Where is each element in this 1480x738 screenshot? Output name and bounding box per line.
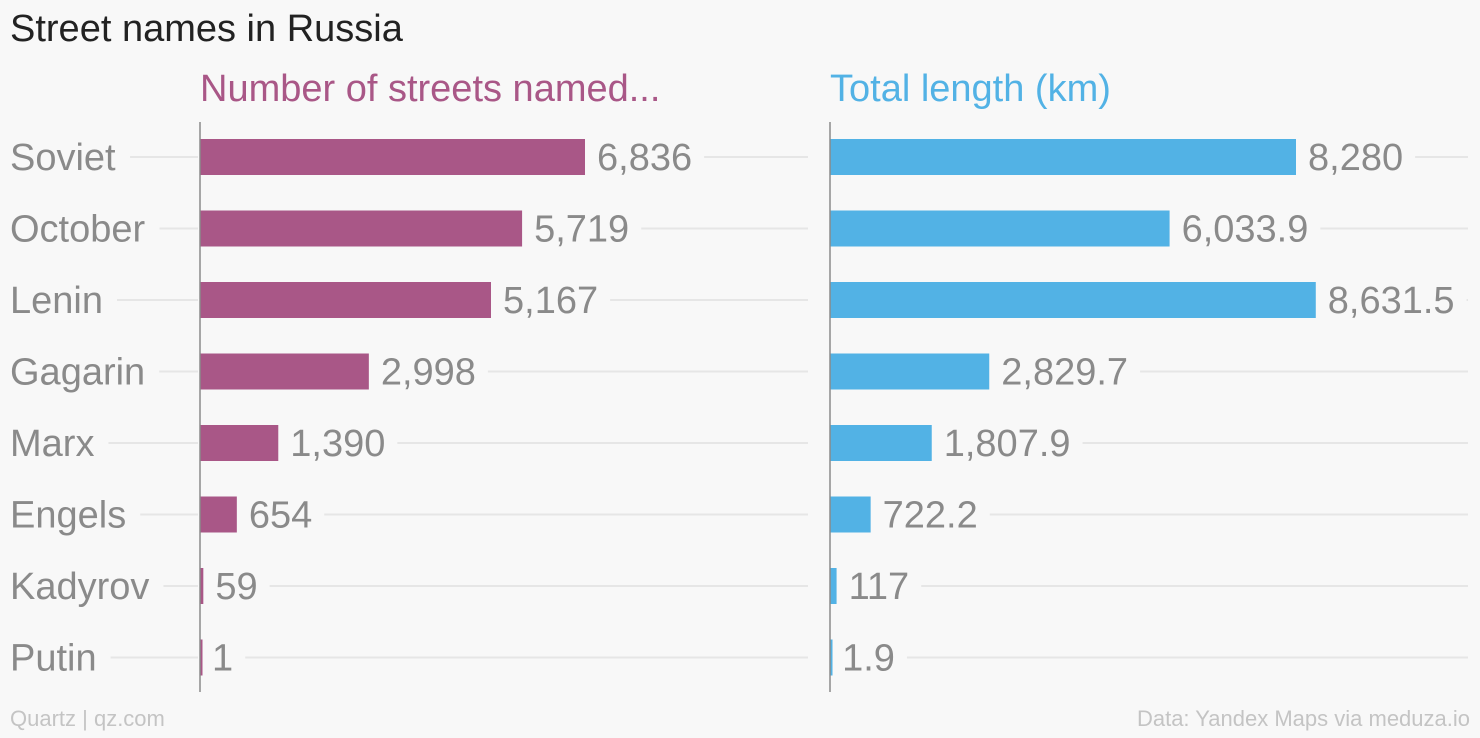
value-label: 1,807.9 (944, 423, 1071, 465)
value-label: 8,631.5 (1328, 280, 1455, 322)
value-label: 6,033.9 (1182, 209, 1309, 251)
bar-marx (200, 425, 279, 461)
value-label: 1,390 (290, 423, 385, 465)
panel-title-0: Number of streets named... (200, 68, 660, 110)
bar-lenin (830, 282, 1316, 318)
bar-kadyrov (200, 568, 204, 604)
category-label-engels: Engels (10, 495, 126, 537)
value-label: 1.9 (842, 638, 895, 680)
chart-title: Street names in Russia (10, 8, 403, 50)
value-label: 8,280 (1308, 137, 1403, 179)
value-label: 5,719 (534, 209, 629, 251)
category-label-lenin: Lenin (10, 280, 103, 322)
value-label: 2,998 (381, 352, 476, 394)
bar-putin (830, 639, 833, 676)
footer-credit: Quartz | qz.com (10, 706, 165, 731)
panel-title-1: Total length (km) (830, 68, 1111, 110)
bar-engels (830, 496, 871, 533)
bar-soviet (200, 139, 585, 175)
value-label: 2,829.7 (1001, 352, 1128, 394)
category-label-gagarin: Gagarin (10, 352, 145, 394)
bar-gagarin (830, 353, 990, 390)
bar-october (200, 210, 523, 247)
chart-area: Soviet October Lenin Gagarin Marx Engels Kadyr… (10, 68, 1468, 692)
bar-engels (200, 496, 237, 533)
bar-soviet (830, 139, 1296, 175)
footer-source: Data: Yandex Maps via meduza.io (1136, 706, 1470, 731)
value-label: 59 (215, 566, 257, 608)
value-label: 5,167 (503, 280, 598, 322)
value-label: 117 (849, 566, 910, 608)
value-label: 6,836 (597, 137, 692, 179)
bar-gagarin (200, 353, 369, 390)
category-label-marx: Marx (10, 423, 94, 465)
bar-lenin (200, 282, 492, 318)
category-label-kadyrov: Kadyrov (10, 566, 149, 608)
bar-kadyrov (830, 568, 837, 604)
category-label-october: October (10, 209, 146, 251)
category-label-soviet: Soviet (10, 137, 116, 179)
bar-october (830, 210, 1170, 247)
value-label: 654 (249, 495, 312, 537)
value-label: 722.2 (883, 495, 978, 537)
category-label-putin: Putin (10, 638, 97, 680)
bar-marx (830, 425, 932, 461)
bar-putin (200, 639, 203, 676)
value-label: 1 (212, 638, 233, 680)
